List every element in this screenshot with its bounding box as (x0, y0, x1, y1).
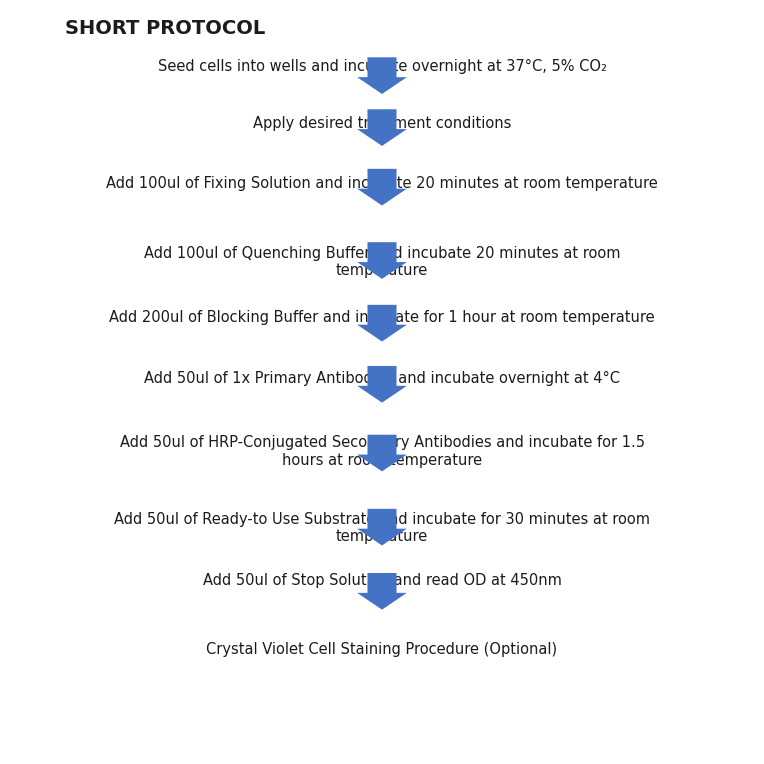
Text: Add 50ul of Ready-to Use Substrate and incubate for 30 minutes at room
temperatu: Add 50ul of Ready-to Use Substrate and i… (114, 512, 650, 544)
Polygon shape (358, 242, 406, 279)
Polygon shape (358, 169, 406, 206)
Text: Add 50ul of Stop Solution and read OD at 450nm: Add 50ul of Stop Solution and read OD at… (202, 573, 562, 588)
Text: Add 100ul of Fixing Solution and incubate 20 minutes at room temperature: Add 100ul of Fixing Solution and incubat… (106, 176, 658, 191)
Polygon shape (358, 366, 406, 403)
Text: Add 50ul of 1x Primary Antibodies and incubate overnight at 4°C: Add 50ul of 1x Primary Antibodies and in… (144, 371, 620, 386)
Text: SHORT PROTOCOL: SHORT PROTOCOL (65, 19, 265, 38)
Text: Add 50ul of HRP-Conjugated Secondary Antibodies and incubate for 1.5
hours at ro: Add 50ul of HRP-Conjugated Secondary Ant… (119, 435, 645, 468)
Text: Apply des​ired treatment conditions: Apply des​ired treatment conditions (253, 116, 511, 131)
Text: Seed cells into wells and incubate overnight at 37°C, 5% CO₂: Seed cells into wells and incubate overn… (157, 59, 607, 74)
Text: Crystal Violet Cell Staining Procedure (Optional): Crystal Violet Cell Staining Procedure (… (206, 642, 558, 657)
Polygon shape (358, 109, 406, 146)
Text: Add 200ul of Blocking Buffer and incubate for 1 hour at room temperature: Add 200ul of Blocking Buffer and incubat… (109, 310, 655, 325)
Polygon shape (358, 57, 406, 94)
Polygon shape (358, 573, 406, 610)
Text: Add 100ul of Quenching Buffer and incubate 20 minutes at room
temperature: Add 100ul of Quenching Buffer and incuba… (144, 246, 620, 278)
Polygon shape (358, 435, 406, 471)
Polygon shape (358, 509, 406, 545)
Polygon shape (358, 305, 406, 342)
